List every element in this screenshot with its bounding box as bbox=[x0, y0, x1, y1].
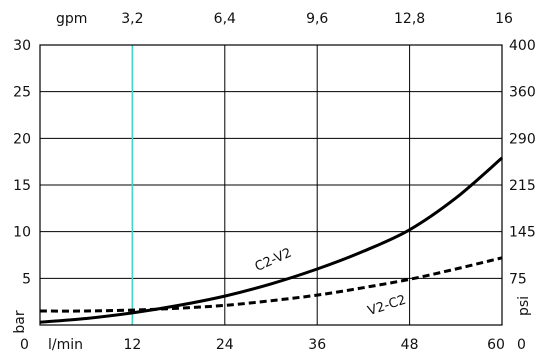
x-tick-label: 60 bbox=[487, 337, 505, 352]
top-tick-label: 6,4 bbox=[214, 11, 236, 27]
right-tick-label: 400 bbox=[509, 38, 536, 54]
grid bbox=[40, 45, 502, 325]
y-tick-label: 5 bbox=[22, 271, 31, 287]
bottom-right-zero-label: 0 bbox=[517, 337, 526, 352]
right-tick-label: 360 bbox=[509, 85, 536, 101]
right-tick-label: 145 bbox=[509, 225, 536, 241]
top-tick-label: 9,6 bbox=[306, 11, 328, 27]
series-v2-c2-line bbox=[39, 256, 503, 313]
x-tick-label: 12 bbox=[123, 337, 141, 352]
y-tick-label: 25 bbox=[13, 85, 31, 101]
right-tick-label: 215 bbox=[509, 178, 536, 194]
left-axis-unit-label: bar bbox=[12, 310, 28, 333]
series-label: C2-V2 bbox=[253, 246, 294, 275]
x-axis-unit-label: l/min bbox=[48, 337, 83, 352]
series-label: V2-C2 bbox=[366, 293, 408, 319]
top-axis-unit-label: gpm bbox=[56, 11, 87, 27]
right-tick-label: 290 bbox=[509, 131, 536, 147]
top-tick-label: 16 bbox=[495, 11, 513, 27]
x-tick-label: 36 bbox=[308, 337, 326, 352]
y-tick-label: 10 bbox=[13, 225, 31, 241]
bottom-left-zero-label: 0 bbox=[20, 337, 29, 352]
right-axis-unit-label: psi bbox=[516, 296, 532, 316]
y-tick-label: 30 bbox=[13, 38, 31, 54]
plot-frame bbox=[39, 44, 503, 326]
y-tick-label: 15 bbox=[13, 178, 31, 194]
series-c2-v2-line bbox=[39, 156, 503, 324]
top-tick-label: 12,8 bbox=[394, 11, 425, 27]
y-tick-label: 20 bbox=[13, 131, 31, 147]
right-tick-label: 75 bbox=[509, 271, 527, 287]
tick-labels: 12 24 36 48 60 5 10 15 20 25 30 3,2 6,4 9,6 12,8 16 75 14… bbox=[13, 11, 536, 352]
top-tick-label: 3,2 bbox=[121, 11, 143, 27]
x-tick-label: 24 bbox=[216, 337, 234, 352]
x-tick-label: 48 bbox=[401, 337, 419, 352]
